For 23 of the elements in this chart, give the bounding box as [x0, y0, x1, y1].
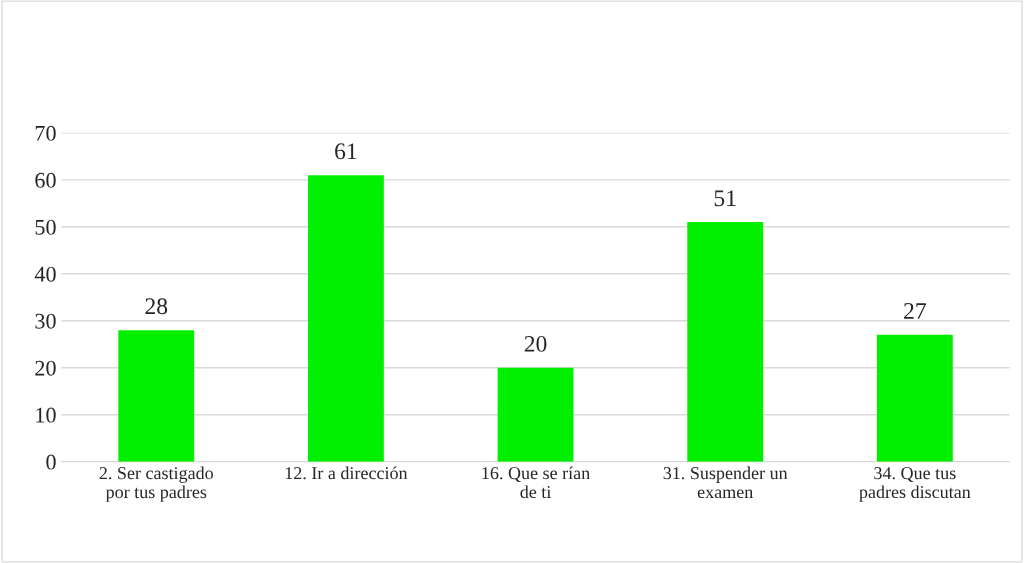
data-label: 51 — [714, 190, 736, 207]
x-tick-label: 16. Que se rían de ti — [482, 466, 590, 499]
x-tick-label: 34. Que tus padres discutan — [859, 467, 971, 502]
y-tick-label: 70 — [35, 125, 56, 141]
y-tick-label: 0 — [46, 454, 56, 470]
data-label: 20 — [524, 335, 547, 352]
data-label: 61 — [335, 143, 357, 160]
x-tick-label: 31. Suspender un examen — [663, 466, 788, 499]
x-tick-label: 2. Ser castigado por tus padres — [99, 466, 213, 502]
y-tick-label: 40 — [34, 266, 56, 282]
y-tick-label: 30 — [35, 313, 56, 329]
data-label: 27 — [904, 303, 926, 319]
bar — [118, 330, 195, 462]
bar — [307, 175, 384, 462]
bar — [687, 222, 764, 462]
y-tick-label: 50 — [35, 219, 56, 235]
y-tick-label: 60 — [35, 172, 56, 188]
data-label: 28 — [145, 298, 168, 315]
y-tick-label: 20 — [35, 360, 56, 376]
x-tick-label: 12. Ir a dirección — [285, 466, 408, 480]
y-tick-label: 10 — [36, 407, 56, 423]
bar — [876, 334, 953, 462]
bar — [497, 367, 574, 462]
